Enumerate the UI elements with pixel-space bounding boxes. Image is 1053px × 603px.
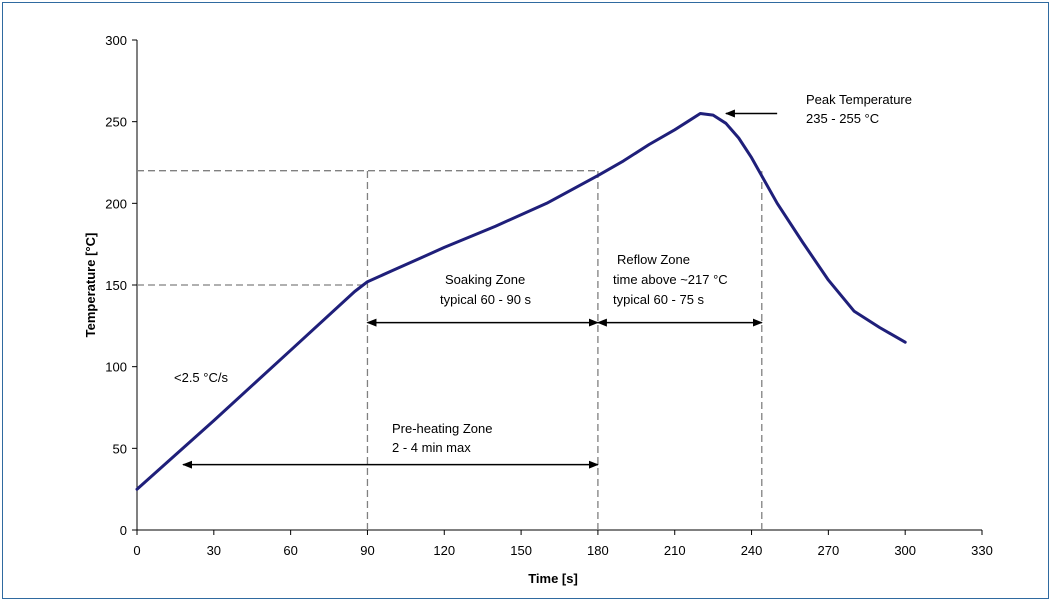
y-tick-label: 100 — [105, 360, 127, 375]
arrows — [182, 109, 778, 469]
ramp-rate-label: <2.5 °C/s — [174, 370, 228, 385]
peak-temperature-label: Peak Temperature — [806, 92, 912, 107]
preheating-zone-label: Pre-heating Zone — [392, 421, 492, 436]
x-tick-label: 60 — [283, 543, 297, 558]
y-tick-label: 300 — [105, 33, 127, 48]
x-tick-label: 120 — [433, 543, 455, 558]
x-tick-label: 180 — [587, 543, 609, 558]
reflow-zone-time-above: time above ~217 °C — [613, 272, 728, 287]
reflow-zone-label: Reflow Zone — [617, 252, 690, 267]
peak-temperature-range: 235 - 255 °C — [806, 111, 879, 126]
series-group — [135, 112, 907, 491]
x-tick-label: 300 — [894, 543, 916, 558]
x-tick-label: 210 — [664, 543, 686, 558]
soaking-zone-label: Soaking Zone — [445, 272, 525, 287]
preheating-zone-duration: 2 - 4 min max — [392, 440, 471, 455]
y-tick-label: 0 — [120, 523, 127, 538]
temperature-curve — [135, 112, 907, 491]
y-tick-label: 200 — [105, 196, 127, 211]
reflow-zone-duration: typical 60 - 75 s — [613, 292, 705, 307]
x-tick-label: 240 — [741, 543, 763, 558]
x-axis-label: Time [s] — [528, 571, 578, 586]
axes: 0 50 100 150 200 250 300 0 30 60 90 120 150 180 210 240… — [105, 33, 993, 558]
reference-lines — [137, 170, 763, 530]
x-tick-label: 150 — [510, 543, 532, 558]
y-tick-label: 250 — [105, 115, 127, 130]
x-tick-label: 270 — [818, 543, 840, 558]
x-tick-label: 30 — [207, 543, 221, 558]
y-tick-label: 150 — [105, 278, 127, 293]
y-axis-label: Temperature [°C] — [83, 233, 98, 338]
y-tick-label: 50 — [113, 441, 127, 456]
x-tick-label: 330 — [971, 543, 993, 558]
x-tick-label: 90 — [360, 543, 374, 558]
soaking-zone-duration: typical 60 - 90 s — [440, 292, 532, 307]
x-tick-label: 0 — [133, 543, 140, 558]
